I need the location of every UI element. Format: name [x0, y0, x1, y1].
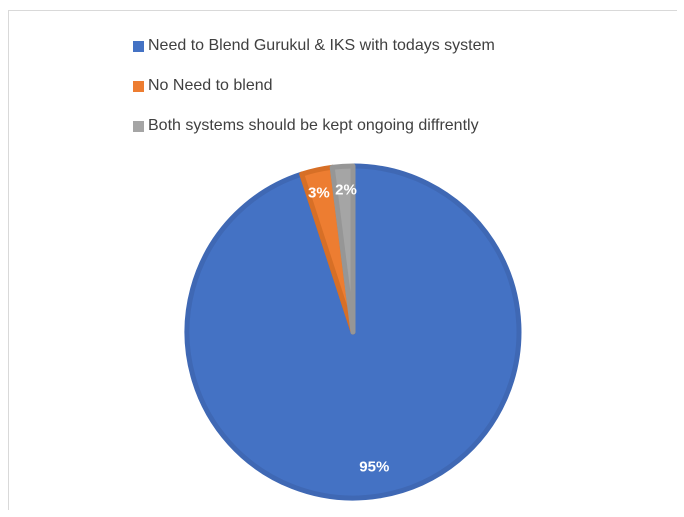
legend-item-no-need: No Need to blend	[133, 66, 495, 106]
legend-label-blend: Need to Blend Gurukul & IKS with todays …	[148, 37, 495, 54]
legend-item-both: Both systems should be kept ongoing diff…	[133, 106, 495, 146]
legend-swatch-blend	[133, 40, 144, 52]
legend-swatch-both	[133, 120, 144, 132]
chart-legend: Need to Blend Gurukul & IKS with todays …	[133, 26, 495, 146]
data-label-no-need: 3%	[308, 185, 330, 202]
data-label-blend: 95%	[359, 458, 389, 475]
legend-swatch-no-need	[133, 80, 144, 92]
data-label-both: 2%	[335, 182, 357, 199]
legend-label-no-need: No Need to blend	[148, 77, 273, 94]
legend-item-blend: Need to Blend Gurukul & IKS with todays …	[133, 26, 495, 66]
pie-slice-both	[329, 163, 356, 335]
legend-label-both: Both systems should be kept ongoing diff…	[148, 117, 479, 134]
